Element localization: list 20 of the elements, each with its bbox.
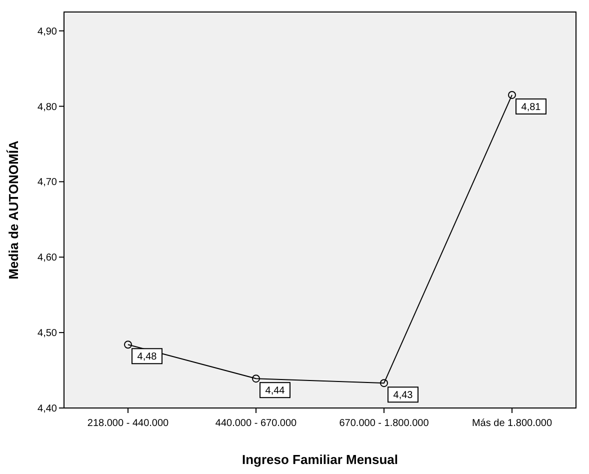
x-tick-label: 218.000 - 440.000 [87, 418, 170, 429]
y-axis-title: Media de AUTONOMÍA [6, 140, 21, 280]
point [124, 340, 132, 349]
x-tick-label: 440.000 - 670.000 [215, 418, 298, 429]
y-tick-label: 4,60 [38, 252, 58, 264]
y-tick-label: 4,50 [38, 328, 58, 340]
y-tick-label: 4,80 [38, 102, 58, 113]
data-label: 4,44 [265, 386, 286, 397]
data-label: 4,48 [137, 352, 158, 363]
x-axis-title: Ingreso Familiar Mensual [242, 452, 398, 467]
x-tick-label: Más de 1.800.000 [472, 418, 552, 429]
y-tick-label: 4,90 [38, 26, 58, 38]
point [380, 379, 388, 388]
point [252, 374, 260, 383]
data-label: 4,43 [393, 390, 414, 402]
y-tick-label: 4,40 [38, 404, 58, 414]
data-label: 4,81 [521, 102, 542, 113]
y-tick-label: 4,70 [38, 177, 58, 188]
point [508, 90, 516, 99]
x-tick-label: 670.000 - 1.800.000 [339, 418, 430, 429]
